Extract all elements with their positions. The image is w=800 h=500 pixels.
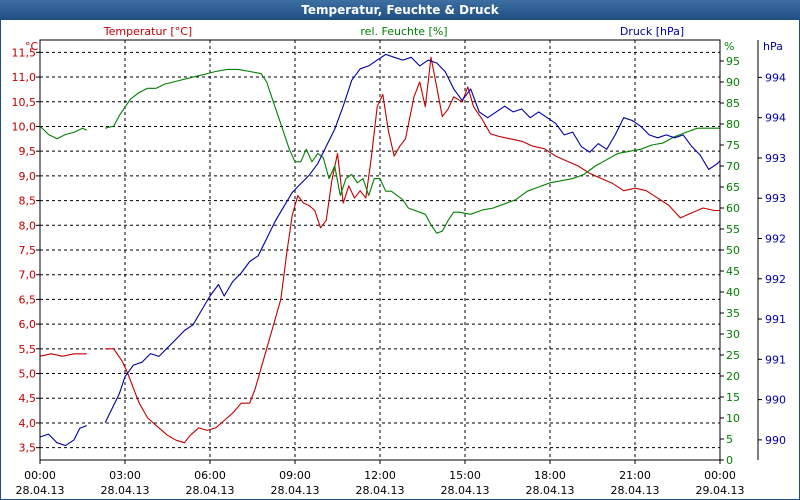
humidity-tick-label: 90	[726, 76, 740, 89]
temperature-tick-label: 10,0	[12, 120, 37, 133]
humidity-tick-label: 50	[726, 244, 740, 257]
pressure-tick-label: 990	[765, 434, 786, 447]
ticks: 00:00 28.04.13 03:00 28.04.13 06:00 28.04.13 0…	[12, 40, 786, 497]
x-tick-time: 03:00	[109, 469, 141, 482]
humidity-tick-label: 20	[726, 370, 740, 383]
humidity-tick-label: 75	[726, 139, 740, 152]
x-tick-date: 28.04.13	[16, 484, 65, 497]
humidity-tick-label: 55	[726, 223, 740, 236]
humidity-tick-label: 45	[726, 265, 740, 278]
pressure-tick-label: 994	[765, 112, 786, 125]
x-tick-date: 28.04.13	[611, 484, 660, 497]
humidity-tick-label: 5	[726, 433, 733, 446]
humidity-tick-label: 0	[726, 454, 733, 467]
temperature-tick-label: 6,0	[19, 318, 37, 331]
temperature-tick-label: 8,0	[19, 219, 37, 232]
humidity-tick-label: 95	[726, 55, 740, 68]
x-tick-date: 28.04.13	[526, 484, 575, 497]
humidity-tick-label: 80	[726, 118, 740, 131]
temperature-tick-label: 7,5	[19, 244, 37, 257]
x-tick-time: 09:00	[279, 469, 311, 482]
humidity-tick-label: 15	[726, 391, 740, 404]
humidity-tick-label: 65	[726, 181, 740, 194]
x-tick-time: 06:00	[194, 469, 226, 482]
humidity-unit-label: %	[724, 40, 734, 53]
x-tick-time: 00:00	[24, 469, 56, 482]
temperature-tick-label: 9,0	[19, 170, 37, 183]
temperature-tick-label: 5,0	[19, 368, 37, 381]
humidity-axis-title: rel. Feuchte [%]	[360, 25, 447, 38]
chart: 00:00 28.04.13 03:00 28.04.13 06:00 28.04.13 0…	[12, 25, 787, 497]
humidity-tick-label: 70	[726, 160, 740, 173]
x-tick-time: 12:00	[364, 469, 396, 482]
temperature-tick-label: 6,5	[19, 293, 37, 306]
pressure-tick-label: 991	[765, 313, 786, 326]
pressure-tick-label: 994	[765, 71, 786, 84]
x-tick-time: 18:00	[534, 469, 566, 482]
humidity-tick-label: 25	[726, 349, 740, 362]
x-tick-date: 28.04.13	[441, 484, 490, 497]
x-tick-time: 21:00	[619, 469, 651, 482]
humidity-tick-label: 10	[726, 412, 740, 425]
temperature-tick-label: 9,5	[19, 145, 37, 158]
pressure-tick-label: 992	[765, 273, 786, 286]
series-layer	[39, 53, 721, 447]
humidity-tick-label: 35	[726, 307, 740, 320]
temperature-tick-label: 11,0	[12, 71, 37, 84]
x-tick-date: 28.04.13	[101, 484, 150, 497]
pressure-tick-label: 991	[765, 353, 786, 366]
temperature-tick-label: 5,5	[19, 343, 37, 356]
pressure-axis-title: Druck [hPa]	[620, 25, 684, 38]
temperature-tick-label: 10,5	[12, 96, 37, 109]
pressure-unit-label: hPa	[763, 40, 783, 53]
pressure-tick-label: 990	[765, 394, 786, 407]
temperature-tick-label: 4,5	[19, 392, 37, 405]
humidity-tick-label: 30	[726, 328, 740, 341]
temperature-tick-label: 4,0	[19, 417, 37, 430]
pressure-tick-label: 993	[765, 192, 786, 205]
window-border-left	[0, 20, 1, 500]
x-tick-time: 00:00	[704, 469, 736, 482]
humidity-tick-label: 60	[726, 202, 740, 215]
x-tick-date: 28.04.13	[271, 484, 320, 497]
humidity-series-line	[39, 125, 88, 140]
grid	[40, 40, 720, 460]
temperature-tick-label: 7,0	[19, 269, 37, 282]
x-tick-date: 28.04.13	[356, 484, 405, 497]
window-title: Temperatur, Feuchte & Druck	[0, 0, 800, 20]
temperature-tick-label: 3,5	[19, 442, 37, 455]
temperature-tick-label: 8,5	[19, 195, 37, 208]
temperature-tick-label: 11,5	[12, 46, 37, 59]
pressure-tick-label: 992	[765, 232, 786, 245]
temperature-axis-title: Temperatur [°C]	[103, 25, 192, 38]
humidity-series-line	[105, 68, 720, 234]
x-tick-date: 29.04.13	[696, 484, 745, 497]
temperature-series-line	[105, 56, 720, 444]
pressure-series-line	[104, 53, 721, 423]
humidity-tick-label: 85	[726, 97, 740, 110]
humidity-tick-label: 40	[726, 286, 740, 299]
pressure-tick-label: 993	[765, 152, 786, 165]
pressure-series-line	[39, 424, 88, 447]
temperature-unit-label: °C	[25, 40, 39, 53]
x-tick-time: 15:00	[449, 469, 481, 482]
temperature-series-line	[39, 353, 87, 357]
x-tick-date: 28.04.13	[186, 484, 235, 497]
